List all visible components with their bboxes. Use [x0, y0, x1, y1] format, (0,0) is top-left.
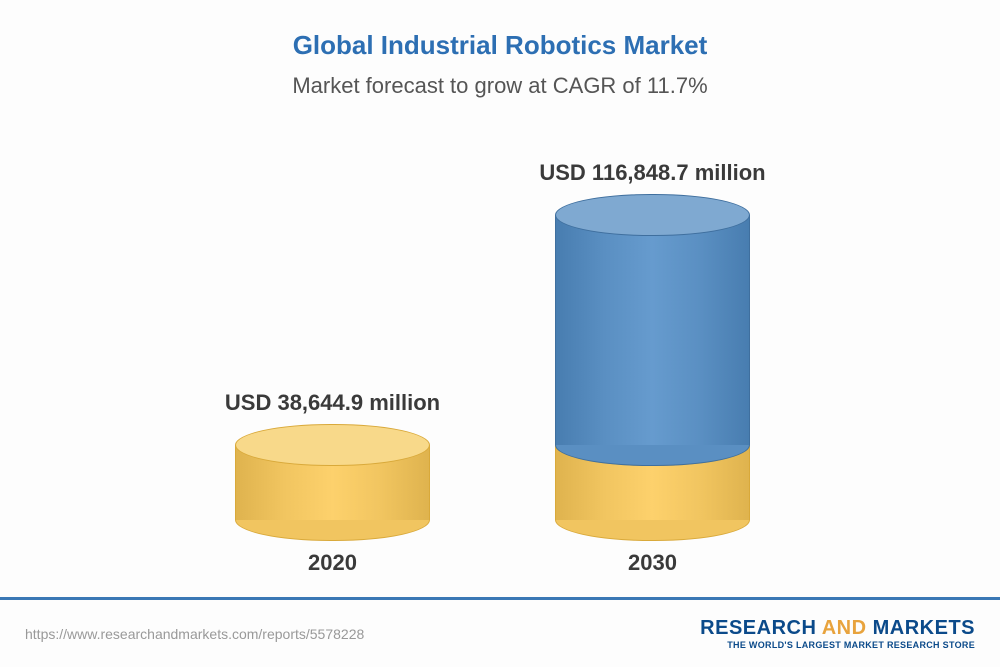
chart-area: USD 38,644.9 million 2020 USD 116,848.7 mi… — [0, 140, 1000, 577]
value-label: USD 116,848.7 million — [503, 160, 803, 186]
logo-part3: MARKETS — [873, 617, 975, 639]
logo-part2: AND — [816, 617, 872, 639]
cylinder-segment — [235, 445, 430, 563]
chart-subtitle: Market forecast to grow at CAGR of 11.7% — [0, 61, 1000, 99]
year-label: 2030 — [553, 550, 753, 576]
footer: https://www.researchandmarkets.com/repor… — [0, 597, 1000, 667]
cylinder-segment — [555, 215, 750, 488]
logo-tagline: THE WORLD'S LARGEST MARKET RESEARCH STOR… — [700, 640, 975, 650]
value-label: USD 38,644.9 million — [183, 390, 483, 416]
chart-title: Global Industrial Robotics Market — [0, 0, 1000, 61]
brand-logo: RESEARCH AND MARKETS THE WORLD'S LARGEST… — [700, 617, 975, 650]
year-label: 2020 — [233, 550, 433, 576]
logo-part1: RESEARCH — [700, 617, 816, 639]
source-url: https://www.researchandmarkets.com/repor… — [25, 626, 364, 642]
